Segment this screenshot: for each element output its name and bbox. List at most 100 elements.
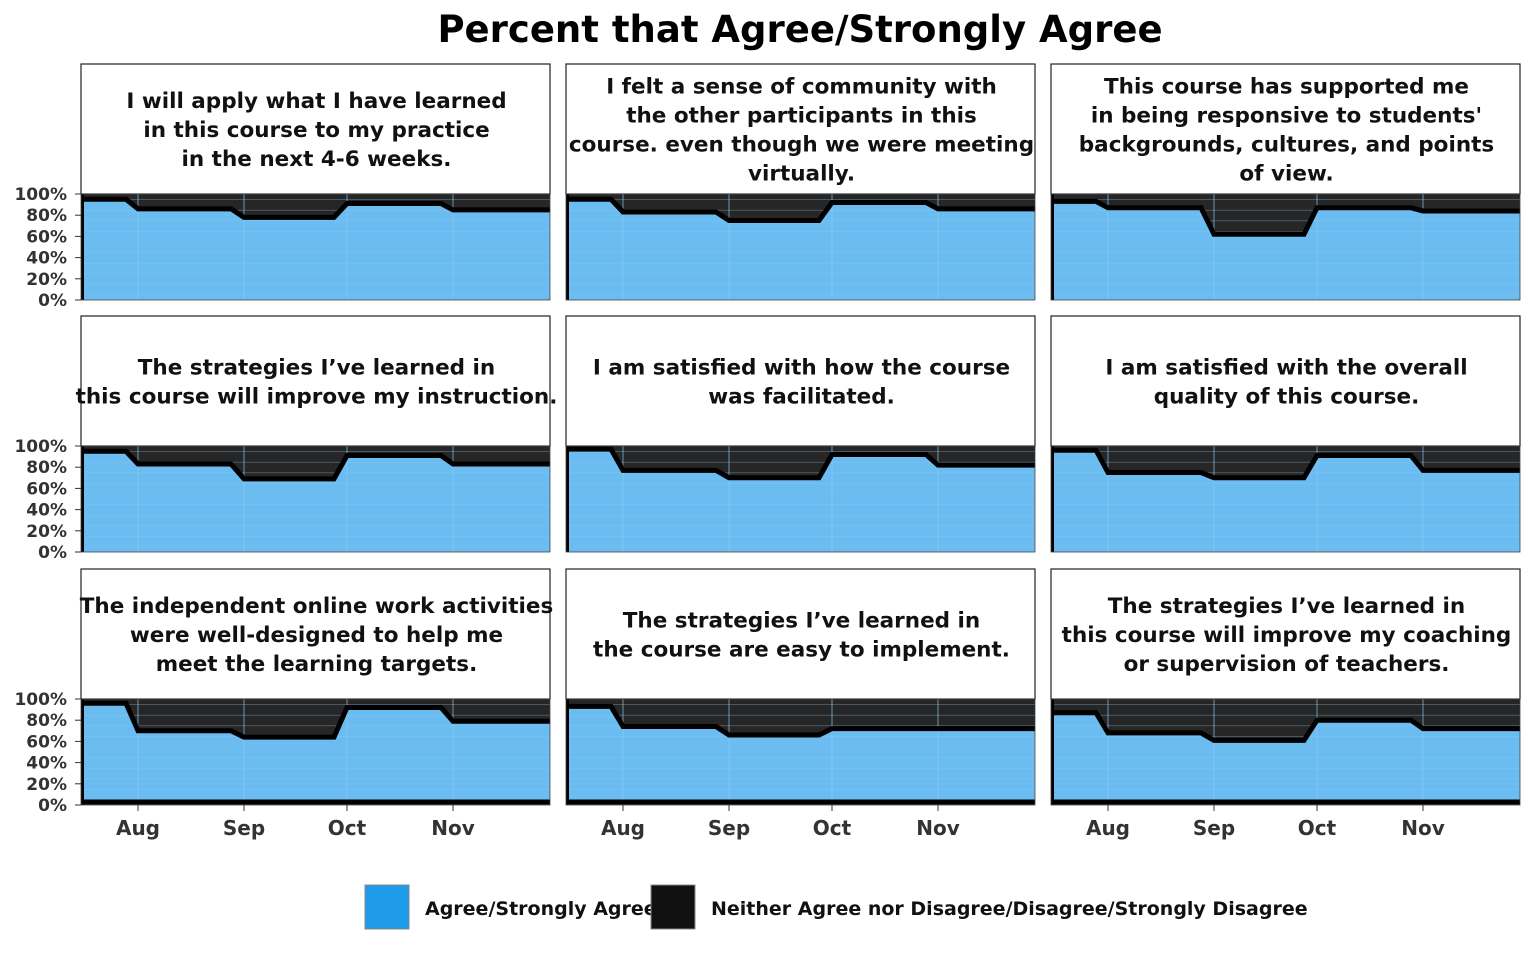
y-tick-label: 60% — [26, 227, 67, 247]
data-point — [715, 211, 717, 213]
y-tick-label: 100% — [14, 690, 67, 710]
y-tick-label: 80% — [26, 711, 67, 731]
data-point — [230, 208, 232, 210]
panel-title-line: in this course to my practice — [143, 118, 489, 143]
panel-title-line: The strategies I’ve learned in — [623, 609, 980, 634]
data-point — [125, 702, 127, 704]
y-tick-label: 0% — [38, 543, 67, 563]
agree-area — [84, 703, 550, 805]
data-point — [243, 736, 245, 738]
panel-title-line: I felt a sense of community with — [606, 75, 997, 100]
data-point — [1316, 455, 1318, 457]
panel-title-line: were well-designed to help me — [130, 623, 503, 648]
series-line — [84, 196, 550, 220]
x-tick-label: Aug — [601, 816, 645, 840]
data-point — [137, 730, 139, 732]
facet-panel: The strategies I’ve learned in this cours… — [1050, 568, 1521, 840]
data-point — [333, 736, 335, 738]
y-tick-label: 40% — [26, 754, 67, 774]
y-tick-label: 40% — [26, 249, 67, 269]
panel-strip — [80, 63, 551, 195]
plot-border — [80, 698, 551, 806]
plot-border — [1050, 445, 1521, 553]
data-point — [1213, 739, 1215, 741]
y-tick-label: 0% — [38, 796, 67, 816]
data-point — [728, 477, 730, 479]
data-point — [333, 478, 335, 480]
y-tick-label: 100% — [14, 185, 67, 205]
data-point — [715, 726, 717, 728]
data-point — [1107, 207, 1109, 209]
data-point — [243, 478, 245, 480]
y-tick-label: 80% — [26, 206, 67, 226]
data-point — [831, 728, 833, 730]
data-point — [925, 201, 927, 203]
y-tick-label: 60% — [26, 479, 67, 499]
data-point — [622, 469, 624, 471]
data-point — [925, 453, 927, 455]
x-tick-label: Nov — [431, 816, 475, 840]
data-point — [440, 455, 442, 457]
panel-title-line: The strategies I’ve learned in — [138, 356, 495, 381]
data-point — [1107, 732, 1109, 734]
data-point — [715, 469, 717, 471]
panel-title-line: this course will improve my instruction. — [76, 385, 558, 410]
panel-strip — [565, 315, 1036, 447]
y-tick-label: 20% — [26, 270, 67, 290]
panel-title-line: I will apply what I have learned — [126, 89, 506, 114]
data-point — [346, 706, 348, 708]
plot-border — [565, 445, 1036, 553]
panel-title-line: the course are easy to implement. — [593, 638, 1010, 663]
panel-title-line: the other participants in this — [626, 104, 977, 129]
chart-title: Percent that Agree/Strongly Agree — [437, 8, 1162, 51]
panel-title-line: quality of this course. — [1154, 385, 1420, 410]
plot-border — [565, 193, 1036, 301]
x-tick-label: Sep — [223, 816, 265, 840]
panel-title-line: This course has supported me — [1104, 75, 1469, 100]
y-tick-label: 60% — [26, 732, 67, 752]
legend-swatch — [650, 884, 696, 930]
data-point — [937, 208, 939, 210]
facet-panel: This course has supported me in being res… — [1050, 63, 1521, 301]
data-point — [1095, 200, 1097, 202]
data-point — [831, 201, 833, 203]
x-tick-label: Sep — [708, 816, 750, 840]
plot-border — [80, 445, 551, 553]
facet-panel: The strategies I’ve learned in this cours… — [14, 315, 558, 563]
panel-title-line: backgrounds, cultures, and points — [1079, 133, 1494, 158]
agree-area — [1054, 450, 1520, 552]
panel-title-line: virtually. — [748, 162, 855, 187]
data-point — [1303, 233, 1305, 235]
y-tick-label: 40% — [26, 501, 67, 521]
panel-title-line: was facilitated. — [708, 385, 895, 410]
x-tick-label: Aug — [1086, 816, 1130, 840]
panel-strip — [80, 315, 551, 447]
facet-panel: I felt a sense of community with the othe… — [565, 63, 1036, 301]
data-point — [230, 463, 232, 465]
y-tick-label: 20% — [26, 522, 67, 542]
agree-area — [1054, 712, 1520, 805]
data-point — [622, 211, 624, 213]
panel-title-line: this course will improve my coaching — [1062, 623, 1512, 648]
data-point — [137, 463, 139, 465]
data-point — [1422, 210, 1424, 212]
facet-panel: I am satisfied with the overall quality o… — [1050, 315, 1521, 553]
plot-border — [80, 193, 551, 301]
data-point — [937, 728, 939, 730]
data-point — [728, 734, 730, 736]
x-tick-label: Nov — [1401, 816, 1445, 840]
data-point — [125, 450, 127, 452]
panel-title-line: I am satisfied with the overall — [1105, 356, 1467, 381]
plot-border — [1050, 698, 1521, 806]
data-point — [1422, 469, 1424, 471]
y-tick-label: 100% — [14, 437, 67, 457]
data-point — [440, 203, 442, 205]
plot-border — [1050, 193, 1521, 301]
x-tick-label: Oct — [1298, 816, 1337, 840]
agree-area — [84, 199, 550, 300]
data-point — [610, 448, 612, 450]
data-point — [452, 720, 454, 722]
data-point — [1095, 449, 1097, 451]
